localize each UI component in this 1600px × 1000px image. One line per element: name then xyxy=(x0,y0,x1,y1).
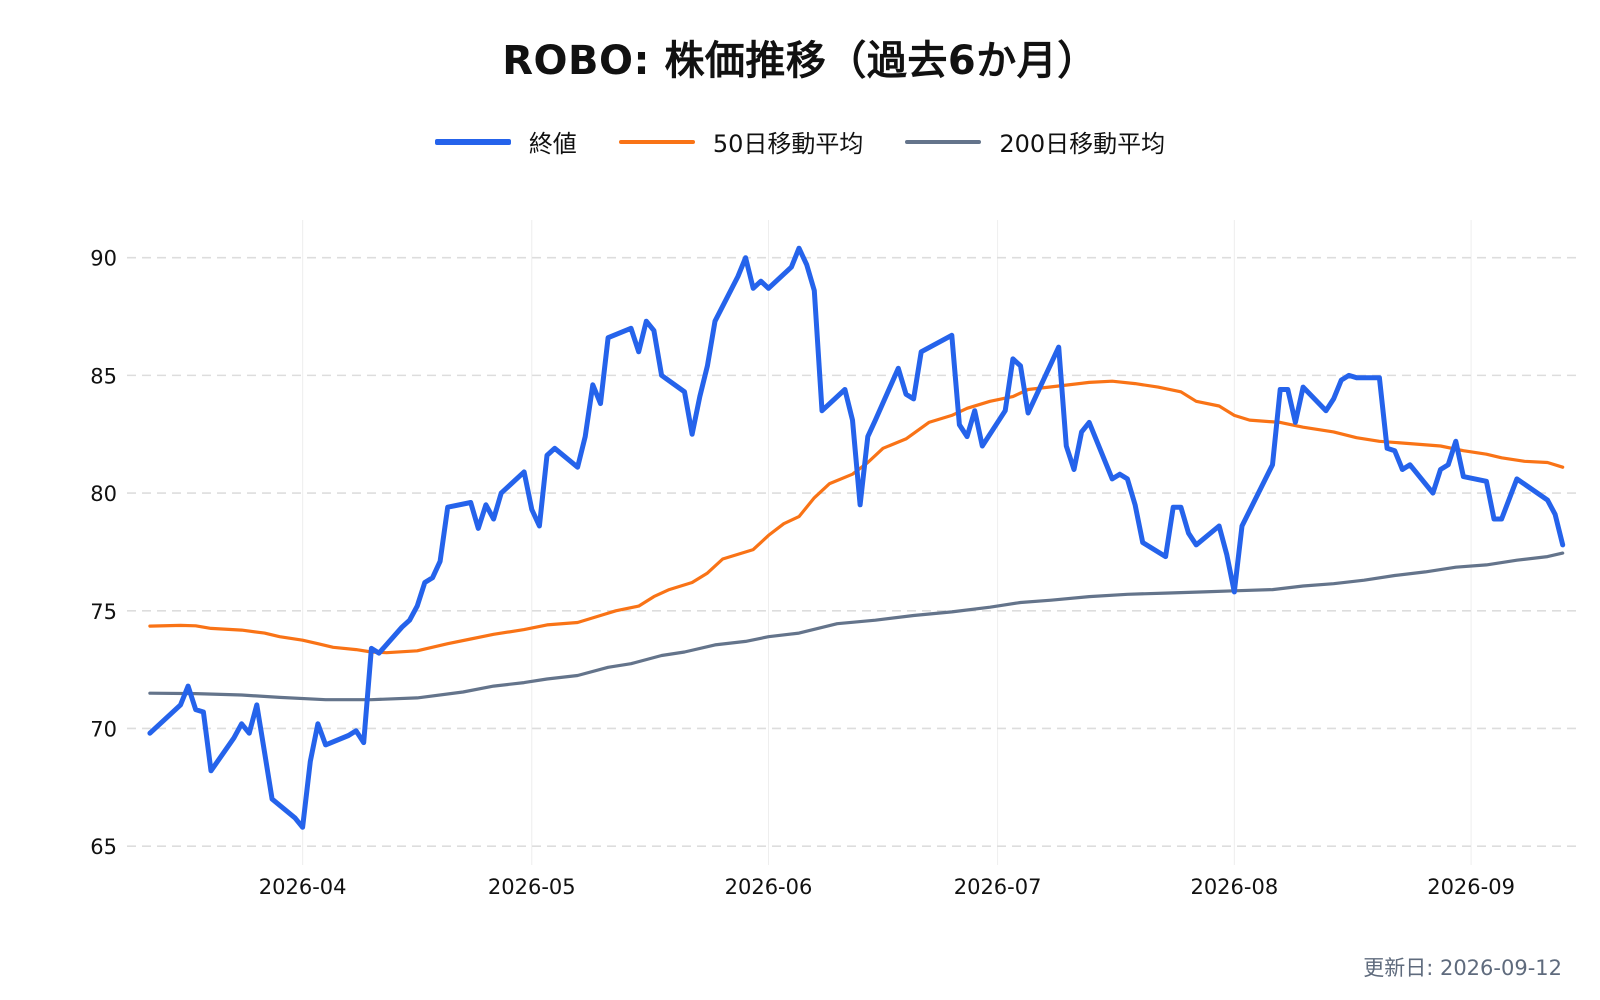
legend-item-close[interactable]: 終値 xyxy=(434,124,577,159)
y-tick-label: 90 xyxy=(90,247,117,271)
legend-item-ma200[interactable]: 200日移動平均 xyxy=(905,124,1165,159)
ma50-line xyxy=(148,379,1565,655)
legend-swatch-ma200 xyxy=(905,139,982,144)
ma200-line xyxy=(148,551,1565,702)
updated-date: 更新日: 2026-09-12 xyxy=(1363,956,1562,980)
chart-title: ROBO: 株価推移（過去6か月） xyxy=(502,38,1098,84)
y-tick-label: 80 xyxy=(90,482,117,506)
y-tick-label: 85 xyxy=(90,364,117,388)
legend-label-close: 終値 xyxy=(528,130,577,158)
legend-label-ma200: 200日移動平均 xyxy=(999,130,1166,158)
close-price-line xyxy=(147,245,1566,830)
y-tick-label: 65 xyxy=(90,835,117,859)
legend-swatch-close xyxy=(434,138,511,145)
x-tick-label: 2026-05 xyxy=(488,875,576,899)
x-tick-label: 2026-06 xyxy=(725,875,813,899)
x-tick-label: 2026-07 xyxy=(954,875,1042,899)
legend-swatch-ma50 xyxy=(618,139,695,144)
x-tick-label: 2026-04 xyxy=(259,875,347,899)
legend: 終値 50日移動平均 200日移動平均 xyxy=(0,124,1600,159)
legend-label-ma50: 50日移動平均 xyxy=(712,130,864,158)
y-tick-label: 75 xyxy=(90,600,117,624)
y-tick-label: 70 xyxy=(90,717,117,741)
legend-item-ma50[interactable]: 50日移動平均 xyxy=(618,124,864,159)
x-tick-label: 2026-09 xyxy=(1427,875,1515,899)
x-tick-label: 2026-08 xyxy=(1190,875,1278,899)
